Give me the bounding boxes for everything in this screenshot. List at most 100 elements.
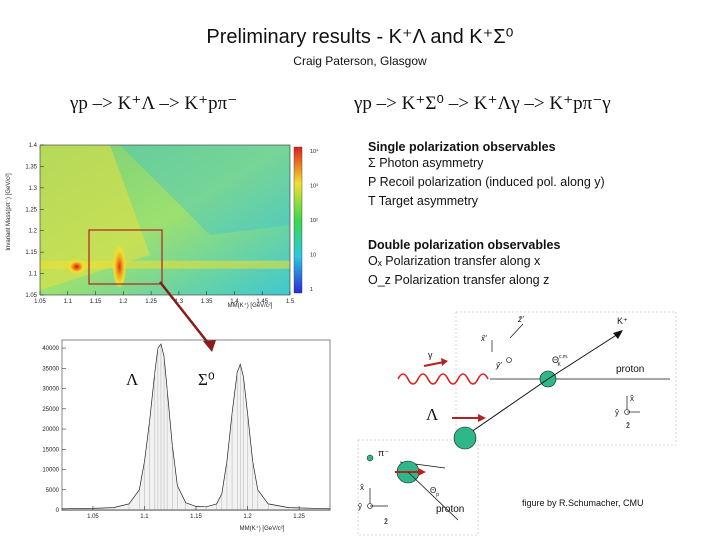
reaction-sigma: γp –> K⁺Σ⁰ –> K⁺Λγ –> K⁺pπ⁻γ <box>354 93 611 114</box>
histogram-series <box>61 343 331 511</box>
lambda-frame-box <box>357 439 479 536</box>
lambda-sphere <box>453 426 477 450</box>
observable-oz: O_z Polarization transfer along z <box>368 273 550 287</box>
figure-credit: figure by R.Schumacher, CMU <box>522 498 644 508</box>
xprime-label: x̂′ <box>480 334 487 343</box>
histogram-y-tick-label: 40000 <box>42 346 59 352</box>
histogram-y-tick-label: 30000 <box>42 387 59 393</box>
heatmap-x-tick-label: 1.5 <box>286 299 295 305</box>
histogram-y-tick-label: 5000 <box>46 488 60 494</box>
heatmap-x-tick-label: 1.25 <box>145 299 157 305</box>
author-line: Craig Paterson, Glasgow <box>293 54 427 68</box>
observable-sigma: Σ Photon asymmetry <box>368 156 484 170</box>
histogram-x-tick-label: 1.15 <box>190 514 202 520</box>
heatmap-x-tick-label: 1.3 <box>175 299 184 305</box>
xhat-label-2: x̂ <box>360 483 364 492</box>
zoom-arrow <box>159 281 213 349</box>
peak-label-sigma: Σ⁰ <box>198 370 215 389</box>
photon-arrowhead-icon <box>441 358 448 366</box>
heatmap-y-tick-label: 1.3 <box>29 186 38 192</box>
yhat-label-1: ŷ <box>615 408 619 417</box>
yprime-label: ŷ′ <box>495 361 502 370</box>
lambda-pol-arrowhead-icon <box>478 414 486 422</box>
observable-p: P Recoil polarization (induced pol. alon… <box>368 175 605 189</box>
heatmap-cyan-band <box>120 145 290 235</box>
observable-t: T Target asymmetry <box>368 194 478 208</box>
single-polarization-block: Single polarization observables Σ Photon… <box>368 140 605 211</box>
double-polarization-block: Double polarization observables Oₓ Polar… <box>368 238 560 290</box>
observable-ox: Oₓ Polarization transfer along x <box>368 254 541 268</box>
kaon-arrowhead-icon <box>613 330 623 339</box>
xhat-label-1: x̂ <box>630 394 634 403</box>
heatmap-y-tick-label: 1.2 <box>29 229 38 235</box>
heatmap-z-tick-label: 10 <box>310 253 316 259</box>
heatmap-y-tick-label: 1.4 <box>29 143 38 149</box>
histogram-x-label: MM(K⁺) [GeV/c²] <box>240 525 285 532</box>
zprime-label: ẑ′ <box>517 315 524 324</box>
heatmap-x-label: MM(K⁺) [GeV/c²] <box>228 302 273 309</box>
peak-label-lambda: Λ <box>126 370 139 389</box>
histogram-x-tick-label: 1.1 <box>140 514 149 520</box>
yprime-dot <box>506 357 512 363</box>
kaon-track <box>547 333 619 380</box>
photon-pol-arrow <box>423 361 445 367</box>
heatmap-hotspot <box>112 244 127 289</box>
zhat-label-1: ẑ <box>626 421 630 430</box>
heatmap-x-tick-label: 1.1 <box>64 299 73 305</box>
gamma-label: γ <box>428 350 433 360</box>
heatmap-frame <box>39 144 291 296</box>
kinematics-diagram: γ proton K⁺ Θc.m. K x̂′ ẑ′ ŷ′ x̂ ŷ ẑ Λ π⁻… <box>357 311 677 536</box>
heatmap-y-label: Invariant Mass(pπ⁻) [GeV/c²] <box>6 173 12 251</box>
cm-frame-box <box>455 311 677 446</box>
single-polarization-title: Single polarization observables <box>368 140 556 154</box>
heatmap-y-tick-label: 1.05 <box>25 293 37 299</box>
zoom-box <box>88 229 163 285</box>
pion-dot <box>366 454 374 462</box>
heatmap-x-tick-label: 1.35 <box>201 299 213 305</box>
heatmap-x-tick-label: 1.15 <box>90 299 102 305</box>
proton-track <box>407 471 459 521</box>
double-polarization-title: Double polarization observables <box>368 238 561 252</box>
heatmap-y-tick-label: 1.1 <box>29 272 38 278</box>
theta-p-label: Θp <box>430 486 439 498</box>
heatmap-lambda-band <box>40 260 290 269</box>
histogram-x-tick-label: 1.2 <box>243 514 252 520</box>
heatmap-chart: 1.05 1.1 1.15 1.2 1.25 1.3 1.35 1.4 1.45 1.5 1.05 1… <box>6 143 319 309</box>
proton-arrowhead-icon <box>418 468 426 476</box>
histogram-x-tick-label: 1.05 <box>87 514 99 520</box>
kaon-label: K⁺ <box>617 316 628 326</box>
heatmap-x-tick-label: 1.45 <box>256 299 268 305</box>
heatmap-color-scale <box>293 146 303 294</box>
histogram-x-tick-label: 1.25 <box>293 514 305 520</box>
histogram-y-tick-label: 15000 <box>42 447 59 453</box>
histogram-y-tick-label: 10000 <box>42 468 59 474</box>
heatmap-z-tick-label: 10⁴ <box>310 148 319 155</box>
zprime-axis <box>509 323 524 339</box>
heatmap-x-tick-label: 1.05 <box>34 299 46 305</box>
theta-cm-label: Θc.m. K <box>552 354 568 368</box>
histogram-y-tick-label: 20000 <box>42 427 59 433</box>
histogram-y-tick-label: 35000 <box>42 366 59 372</box>
proton-label-decay: proton <box>436 504 464 515</box>
heatmap-x-tick-label: 1.2 <box>119 299 128 305</box>
proton-label-target: proton <box>616 364 644 375</box>
heatmap-z-tick-label: 10³ <box>310 184 318 190</box>
reaction-lambda: γp –> K⁺Λ –> K⁺pπ⁻ <box>70 93 238 114</box>
heatmap-z-tick-label: 1 <box>310 287 313 293</box>
heatmap-z-tick-label: 10² <box>310 218 318 224</box>
histogram-chart: 0 5000 10000 15000 20000 25000 30000 35000 40000… <box>42 339 331 532</box>
heatmap-y-tick-label: 1.25 <box>25 207 37 213</box>
page-title: Preliminary results - K⁺Λ and K⁺Σ⁰ <box>206 26 514 48</box>
histogram-frame <box>61 339 331 511</box>
zhat-label-2: ẑ <box>384 517 388 526</box>
heatmap-x-tick-label: 1.4 <box>230 299 239 305</box>
heatmap-y-tick-label: 1.15 <box>25 250 37 256</box>
heatmap-hotspot <box>66 258 87 275</box>
heatmap-y-tick-label: 1.35 <box>25 164 37 170</box>
photon-wave <box>397 373 489 385</box>
yhat-label-2: ŷ <box>358 502 362 511</box>
pion-label: π⁻ <box>378 448 389 458</box>
arrow-head-icon <box>203 340 216 352</box>
lambda-label: Λ <box>426 405 439 424</box>
